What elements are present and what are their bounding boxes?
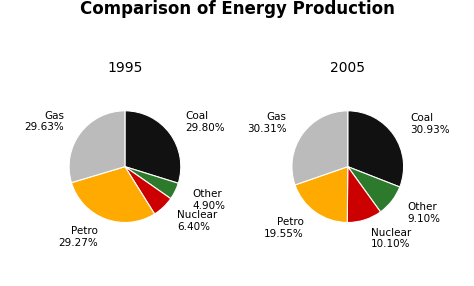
Text: Other
4.90%: Other 4.90% <box>192 189 226 210</box>
Wedge shape <box>348 167 400 212</box>
Wedge shape <box>125 111 181 183</box>
Text: Gas
29.63%: Gas 29.63% <box>25 111 64 132</box>
Wedge shape <box>72 167 155 223</box>
Wedge shape <box>125 167 171 214</box>
Text: Petro
19.55%: Petro 19.55% <box>264 217 304 239</box>
Title: 1995: 1995 <box>107 61 143 75</box>
Wedge shape <box>69 111 125 183</box>
Text: Comparison of Energy Production: Comparison of Energy Production <box>80 0 394 18</box>
Wedge shape <box>125 167 178 198</box>
Text: Coal
29.80%: Coal 29.80% <box>186 111 225 133</box>
Text: Petro
29.27%: Petro 29.27% <box>59 227 99 248</box>
Wedge shape <box>348 111 403 187</box>
Text: Other
9.10%: Other 9.10% <box>407 202 440 224</box>
Text: Nuclear
6.40%: Nuclear 6.40% <box>177 210 217 232</box>
Wedge shape <box>295 167 348 223</box>
Text: Coal
30.93%: Coal 30.93% <box>410 113 450 135</box>
Wedge shape <box>347 167 381 223</box>
Text: Gas
30.31%: Gas 30.31% <box>247 112 286 134</box>
Wedge shape <box>292 111 348 185</box>
Title: 2005: 2005 <box>330 61 365 75</box>
Text: Nuclear
10.10%: Nuclear 10.10% <box>371 228 411 249</box>
